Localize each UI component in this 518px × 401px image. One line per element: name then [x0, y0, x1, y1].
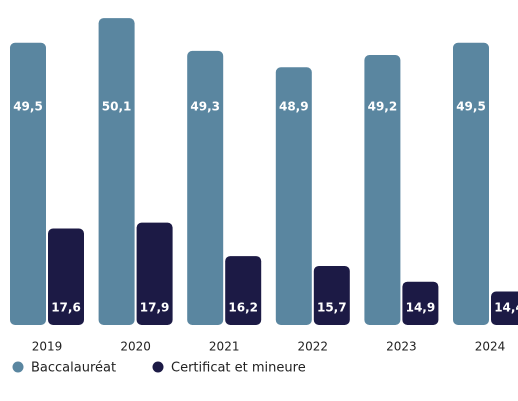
- x-tick-label: 2022: [298, 340, 329, 354]
- x-tick-label: 2023: [386, 340, 417, 354]
- x-tick-label: 2020: [120, 340, 151, 354]
- data-label: 17,9: [140, 301, 170, 315]
- bar: [136, 222, 173, 325]
- data-label: 48,9: [279, 100, 309, 114]
- data-label: 15,7: [317, 301, 347, 315]
- data-label: 49,5: [456, 100, 486, 114]
- legend-marker: [152, 361, 164, 373]
- bar: [275, 67, 312, 325]
- bar: [364, 55, 401, 325]
- bar: [491, 291, 518, 325]
- bar: [225, 256, 262, 325]
- bar: [187, 50, 224, 326]
- bar: [10, 42, 46, 326]
- x-tick-label: 2019: [32, 340, 63, 354]
- legend-marker: [12, 361, 24, 373]
- data-label: 49,5: [13, 100, 43, 114]
- bar: [313, 265, 350, 325]
- legend-label: Certificat et mineure: [171, 361, 306, 376]
- bar: [48, 228, 84, 325]
- data-label: 16,2: [228, 301, 258, 315]
- x-tick-label: 2021: [209, 340, 240, 354]
- data-label: 49,2: [368, 100, 398, 114]
- bar: [402, 281, 439, 325]
- bar: [98, 18, 135, 325]
- legend-label: Baccalauréat: [31, 361, 116, 376]
- bar: [453, 42, 489, 326]
- data-label: 17,6: [51, 301, 81, 315]
- data-label: 14,4: [494, 301, 518, 315]
- x-tick-label: 2024: [475, 340, 506, 354]
- data-label: 14,9: [406, 301, 436, 315]
- data-label: 49,3: [190, 100, 220, 114]
- data-label: 50,1: [102, 100, 132, 114]
